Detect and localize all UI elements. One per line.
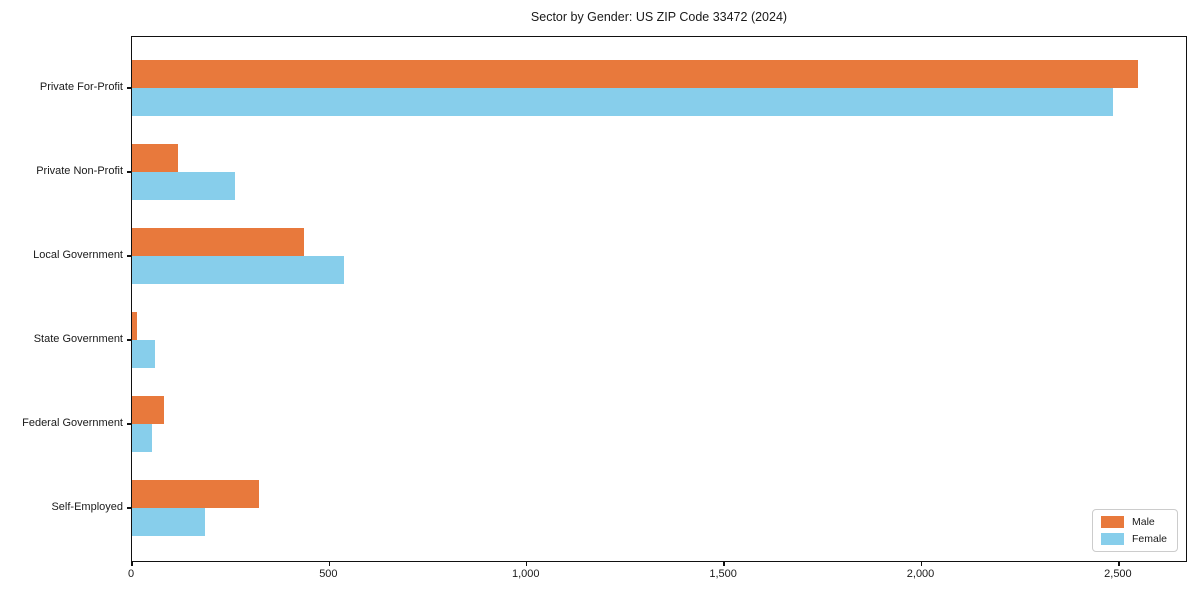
y-tick-mark xyxy=(127,339,132,341)
bar-female-federal-government xyxy=(132,424,153,452)
bar-male-state-government xyxy=(132,312,138,340)
y-tick-label: Self-Employed xyxy=(51,501,123,513)
x-tick-label: 2,000 xyxy=(906,568,935,580)
x-tick-mark xyxy=(920,561,923,566)
y-tick-label: Federal Government xyxy=(22,417,123,429)
y-tick-mark xyxy=(127,255,132,257)
x-tick-mark xyxy=(723,561,725,566)
legend-label: Female xyxy=(1131,533,1167,545)
y-tick-label: Private For-Profit xyxy=(39,81,123,93)
x-tick-label: 1,000 xyxy=(512,568,540,580)
x-tick-label: 1,500 xyxy=(709,568,737,580)
x-tick-mark xyxy=(526,561,528,566)
y-tick-label: Local Government xyxy=(33,249,123,261)
plot-area: Male Female xyxy=(127,36,1187,566)
bar-male-private-non-profit xyxy=(132,144,178,172)
legend: Male Female xyxy=(1091,509,1178,552)
bar-female-self-employed xyxy=(132,508,205,536)
y-tick-mark xyxy=(127,423,132,425)
x-tick-label: 2,500 xyxy=(1104,568,1132,580)
x-tick-mark xyxy=(1118,561,1120,566)
y-tick-mark xyxy=(127,171,132,173)
legend-swatch-male xyxy=(1100,516,1124,528)
legend-item-male: Male xyxy=(1100,516,1167,528)
bar-female-state-government xyxy=(132,340,155,368)
legend-swatch-female xyxy=(1100,533,1124,545)
bar-female-private-for-profit xyxy=(132,88,1113,116)
bar-female-private-non-profit xyxy=(132,172,235,200)
bar-male-federal-government xyxy=(132,396,164,424)
y-tick-label: State Government xyxy=(33,333,123,345)
bar-male-local-government xyxy=(132,228,304,256)
y-tick-mark xyxy=(127,507,132,509)
y-tick-label: Private Non-Profit xyxy=(36,165,123,177)
chart-title: Sector by Gender: US ZIP Code 33472 (202… xyxy=(530,10,788,24)
x-tick-label: 500 xyxy=(319,568,338,580)
bar-male-private-for-profit xyxy=(132,60,1138,88)
bar-female-local-government xyxy=(132,256,344,284)
x-tick-label: 0 xyxy=(127,568,135,580)
x-tick-mark xyxy=(131,561,133,566)
y-tick-mark xyxy=(127,87,132,89)
legend-label: Male xyxy=(1131,516,1155,528)
legend-item-female: Female xyxy=(1100,533,1167,545)
x-tick-mark xyxy=(328,561,331,566)
bar-male-self-employed xyxy=(132,480,260,508)
